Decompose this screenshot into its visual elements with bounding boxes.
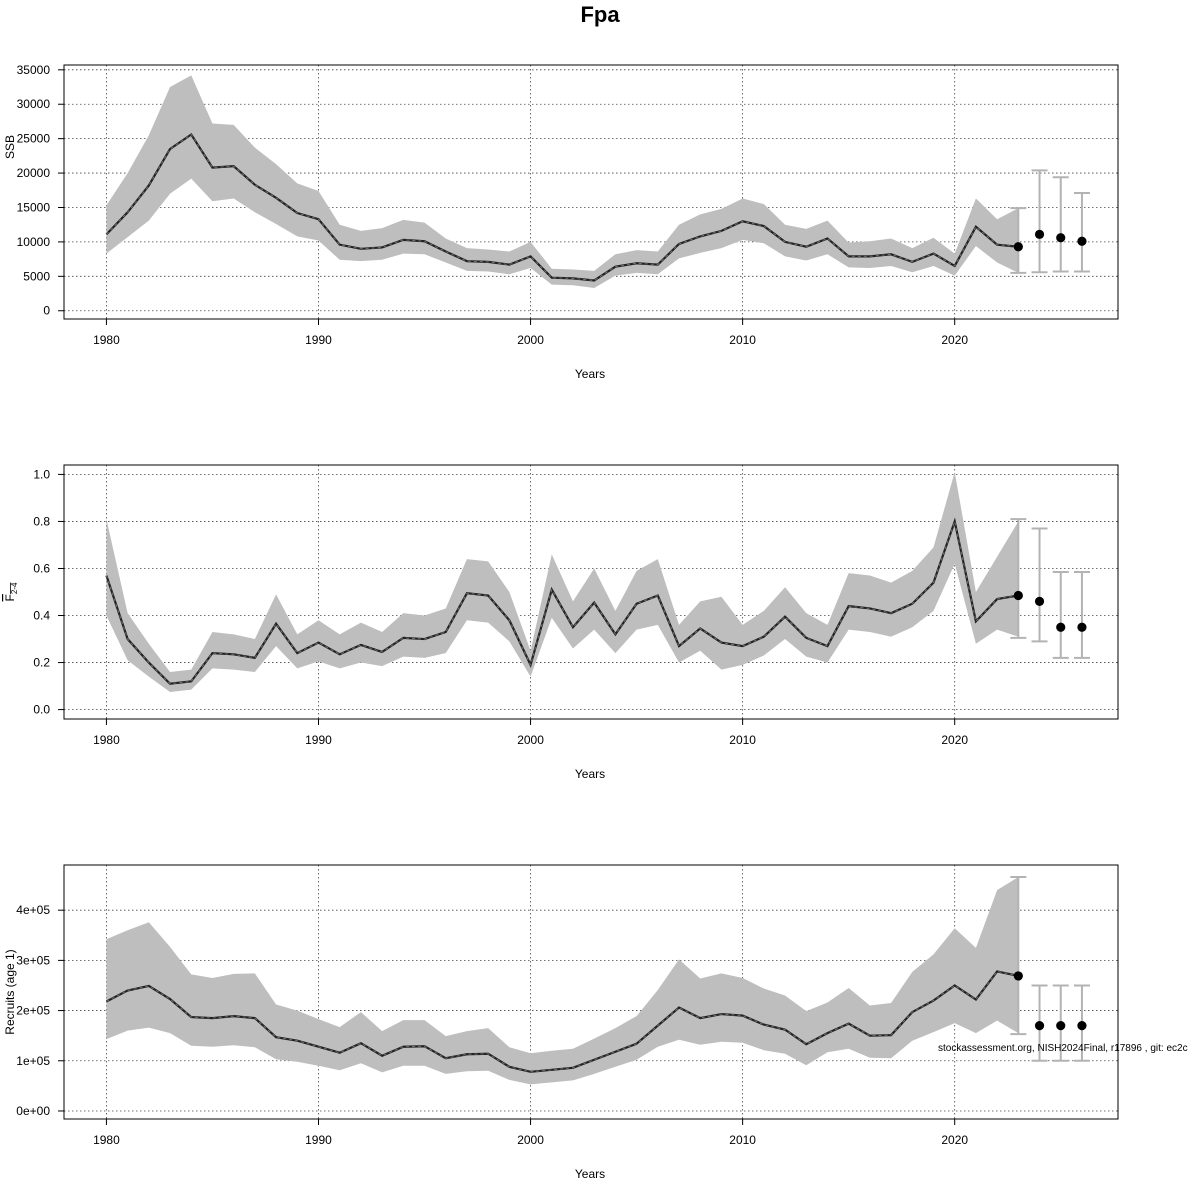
- y-tick-label: 0e+00: [16, 1104, 50, 1118]
- y-tick-label: 1.0: [33, 467, 50, 481]
- projection-point: [1034, 596, 1045, 607]
- x-tick-label: 2000: [517, 333, 544, 347]
- y-tick-label: 30000: [17, 97, 51, 111]
- chart-panel-2: 1980 1990 2000 2010 2020 0.0 0.2 0.4 0.6 0.8 1.0 Ye…: [3, 464, 1119, 781]
- confidence-band: [106, 75, 1019, 289]
- projection-point: [1013, 242, 1023, 252]
- x-tick-label: 2000: [517, 1133, 544, 1147]
- x-tick-label: 2020: [941, 733, 968, 747]
- chart-panel-1: 1980 1990 2000 2010 2020 0 5000 10000 15000 20000…: [3, 63, 1119, 381]
- y-tick-label: 0.6: [33, 561, 50, 575]
- y-axis-title-subscript: 2-4: [10, 582, 19, 594]
- plot-frame: [63, 64, 1119, 320]
- projection-point: [1056, 1021, 1066, 1031]
- x-tick-label: 1980: [93, 1133, 120, 1147]
- projection-point: [1056, 233, 1066, 243]
- x-tick-label: 1980: [93, 333, 120, 347]
- projection-point: [1056, 622, 1066, 632]
- x-axis-title: Years: [575, 367, 605, 381]
- plot-frame: [63, 864, 1119, 1120]
- y-tick-label: 0.8: [33, 514, 50, 528]
- y-axis-title-main: F: [3, 594, 17, 601]
- projection-point: [1013, 590, 1023, 601]
- plot-frame: [63, 464, 1119, 720]
- y-tick-label: 3e+05: [16, 953, 50, 967]
- y-tick-label: 2e+05: [16, 1004, 50, 1018]
- estimate-line-dash: [106, 970, 1019, 1073]
- projection-point: [1077, 622, 1087, 632]
- projection-point: [1013, 971, 1023, 981]
- projection-point: [1034, 1021, 1045, 1031]
- y-tick-label: 25000: [17, 132, 51, 146]
- y-axis-title: F2-4: [3, 582, 19, 601]
- y-tick-label: 20000: [17, 166, 51, 180]
- y-tick-label: 0.0: [33, 703, 50, 717]
- y-tick-label: 15000: [17, 200, 51, 214]
- projection-point: [1077, 1021, 1087, 1031]
- y-tick-label: 5000: [23, 269, 50, 283]
- y-tick-label: 4e+05: [16, 903, 50, 917]
- estimate-line-dash: [106, 133, 1019, 281]
- x-tick-label: 1990: [305, 333, 332, 347]
- chart-panel-3: 1980 1990 2000 2010 2020 0e+00 1e+05 2e+05 3e+05…: [3, 864, 1119, 1181]
- projection-point: [1034, 229, 1045, 239]
- x-tick-label: 2010: [729, 333, 756, 347]
- x-tick-label: 2020: [941, 333, 968, 347]
- y-tick-label: 35000: [17, 63, 51, 77]
- confidence-band: [106, 472, 1019, 692]
- footnote: stockassessment.org, NISH2024Final, r178…: [938, 1043, 1188, 1054]
- y-axis-title: Recruits (age 1): [3, 949, 17, 1034]
- projection-point: [1077, 236, 1087, 246]
- x-tick-label: 1980: [93, 733, 120, 747]
- x-tick-label: 1990: [305, 1133, 332, 1147]
- y-tick-label: 1e+05: [16, 1054, 50, 1068]
- y-tick-label: 0.4: [33, 609, 50, 623]
- y-tick-label: 0.2: [33, 656, 50, 670]
- x-tick-label: 2010: [729, 733, 756, 747]
- x-tick-label: 2010: [729, 1133, 756, 1147]
- confidence-band: [106, 877, 1019, 1085]
- x-axis-title: Years: [575, 767, 605, 781]
- figure-title: Fpa: [580, 2, 620, 27]
- y-axis-title: SSB: [3, 135, 17, 159]
- x-tick-label: 1990: [305, 733, 332, 747]
- estimate-line-dash: [105, 519, 1019, 685]
- x-tick-label: 2020: [941, 1133, 968, 1147]
- y-tick-label: 0: [43, 304, 50, 318]
- x-tick-label: 2000: [517, 733, 544, 747]
- x-axis-title: Years: [575, 1167, 605, 1181]
- y-tick-label: 10000: [17, 235, 51, 249]
